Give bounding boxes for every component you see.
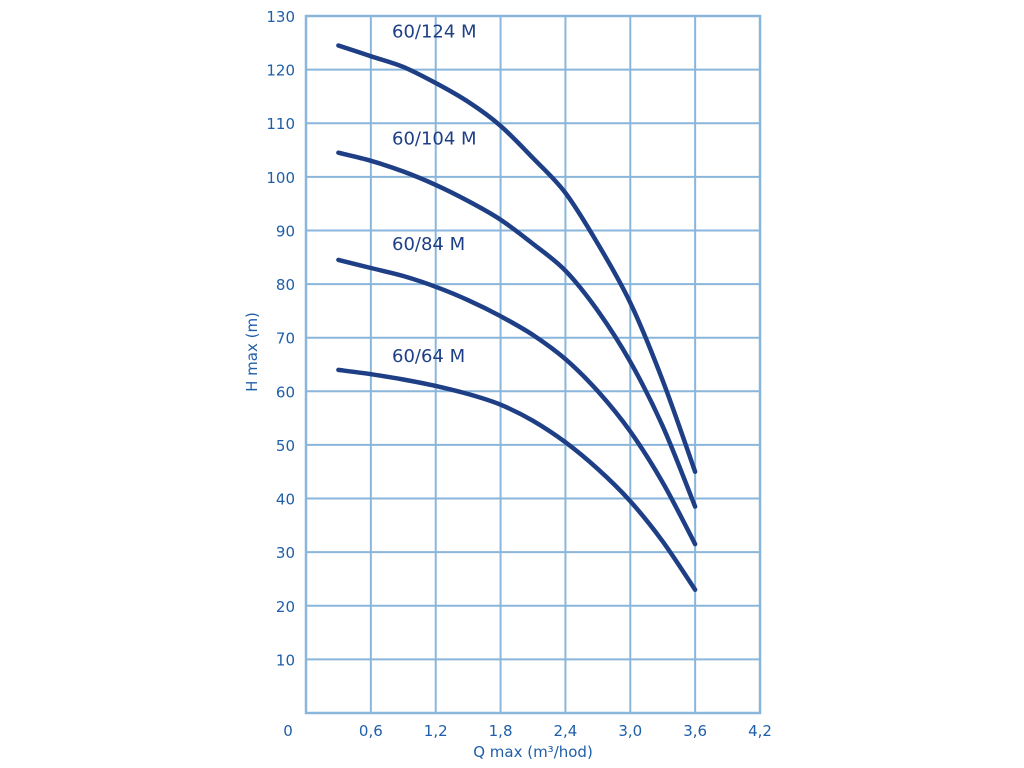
x-axis-label: Q max (m³/hod) — [473, 743, 593, 761]
y-tick-label: 50 — [276, 437, 295, 455]
series-label: 60/84 M — [392, 234, 465, 255]
y-tick-label: 120 — [266, 62, 295, 80]
y-tick-label: 80 — [276, 276, 295, 294]
x-axis-ticks: 0 0,6 1,2 1,8 2,4 3,0 3,6 4,2 — [283, 722, 772, 740]
series-line-60-124-m — [336, 43, 698, 474]
series-curves — [336, 43, 698, 592]
x-tick-label: 1,8 — [489, 722, 513, 740]
series-line-60-64-m — [336, 367, 698, 592]
y-tick-label: 70 — [276, 330, 295, 348]
y-axis-ticks: 10 20 30 40 50 60 70 80 90 100 110 120 130 — [266, 8, 295, 669]
x-tick-label: 3,6 — [683, 722, 707, 740]
x-tick-label: 3,0 — [618, 722, 642, 740]
y-tick-label: 40 — [276, 491, 295, 509]
grid — [306, 16, 760, 713]
x-tick-label: 2,4 — [553, 722, 577, 740]
x-tick-label: 0 — [283, 722, 293, 740]
x-tick-label: 4,2 — [748, 722, 772, 740]
y-tick-label: 110 — [266, 115, 295, 133]
series-label: 60/64 M — [392, 346, 465, 367]
y-tick-label: 90 — [276, 222, 295, 240]
series-label: 60/124 M — [392, 21, 477, 42]
y-axis-label: H max (m) — [243, 312, 261, 392]
y-tick-label: 20 — [276, 598, 295, 616]
x-tick-label: 1,2 — [424, 722, 448, 740]
y-tick-label: 100 — [266, 169, 295, 187]
series-labels: 60/124 M 60/104 M 60/84 M 60/64 M — [392, 21, 477, 366]
series-label: 60/104 M — [392, 129, 477, 150]
plot-frame — [304, 14, 762, 715]
y-tick-label: 30 — [276, 544, 295, 562]
y-tick-label: 130 — [266, 8, 295, 26]
x-tick-label: 0,6 — [359, 722, 383, 740]
y-tick-label: 10 — [276, 651, 295, 669]
series-line-60-104-m — [336, 150, 698, 509]
series-line-60-84-m — [336, 257, 698, 547]
y-tick-label: 60 — [276, 383, 295, 401]
